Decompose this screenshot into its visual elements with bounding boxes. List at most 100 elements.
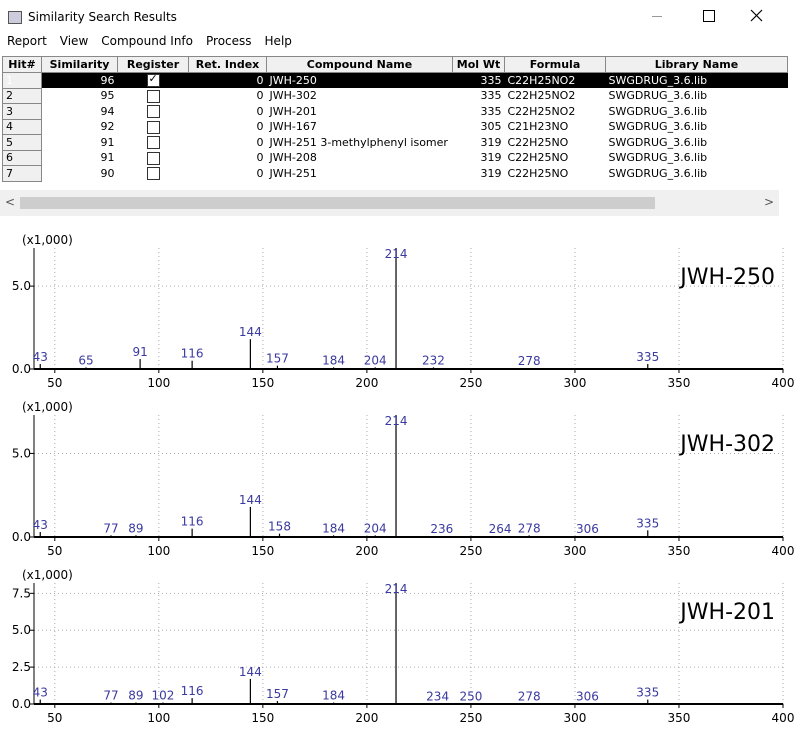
table-cell: 0: [256, 120, 264, 134]
table-cell: 0: [256, 104, 264, 118]
window-title: Similarity Search Results: [28, 10, 177, 24]
table-cell: 335: [452, 72, 505, 88]
x-tick-label: 150: [251, 376, 274, 390]
scroll-right-arrow[interactable]: >: [764, 195, 775, 209]
maximize-button[interactable]: [703, 10, 715, 22]
column-header[interactable]: Compound Name: [266, 56, 453, 73]
peak-label: 278: [518, 354, 541, 368]
menu-item[interactable]: Help: [264, 34, 292, 48]
column-header[interactable]: Mol Wt: [452, 56, 505, 73]
result-row[interactable]: 1 96 ✓ 0 JWH-250 335 C22H25NO2 SWGDRUG_3.6.lib: [2, 72, 788, 89]
x-tick-label: 200: [355, 544, 378, 558]
table-cell: SWGDRUG_3.6.lib: [608, 166, 708, 180]
x-tick-label: 150: [251, 711, 274, 725]
table-cell: 335: [480, 89, 502, 103]
x-tick-label: 50: [47, 544, 62, 558]
register-cell: [118, 88, 189, 104]
register-checkbox[interactable]: ✓: [146, 72, 160, 88]
table-cell: 0: [188, 72, 267, 88]
result-row[interactable]: 2 95 0 JWH-302 335 C22H25NO2 SWGDRUG_3.6.lib: [2, 87, 788, 104]
x-tick-label: 250: [459, 711, 482, 725]
menu-item[interactable]: Compound Info: [101, 34, 193, 48]
column-header[interactable]: Ret. Index: [188, 56, 267, 73]
column-header[interactable]: Similarity: [41, 56, 118, 73]
y-tick-label: 0.0: [12, 530, 31, 544]
peak-label: 278: [518, 521, 541, 535]
peak-label: 144: [239, 665, 262, 679]
x-tick-label: 300: [563, 711, 586, 725]
register-checkbox[interactable]: [146, 136, 160, 149]
table-cell: SWGDRUG_3.6.lib: [608, 120, 708, 134]
table-cell: SWGDRUG_3.6.lib: [605, 72, 788, 88]
menu-bar: Report View Compound Info Process Help: [0, 34, 795, 54]
result-row[interactable]: 3 94 0 JWH-201 335 C22H25NO2 SWGDRUG_3.6.lib: [2, 103, 788, 120]
table-cell: 95: [100, 89, 115, 103]
table-cell: JWH-250: [266, 72, 453, 88]
y-tick-label: 5.0: [12, 623, 31, 637]
menu-item[interactable]: Report: [7, 34, 47, 48]
peak-label: 335: [636, 686, 659, 700]
table-cell: 92: [100, 120, 115, 134]
register-checkbox[interactable]: [146, 167, 160, 180]
result-row[interactable]: 6 91 0 JWH-208 319 C22H25NO SWGDRUG_3.6.lib: [2, 149, 788, 166]
table-cell: 5: [2, 134, 42, 151]
checkmark: ✓: [148, 72, 158, 86]
menu-item[interactable]: Process: [206, 34, 252, 48]
table-cell: C22H25NO: [507, 166, 569, 180]
table-cell: SWGDRUG_3.6.lib: [608, 104, 708, 118]
peak-label: 306: [576, 689, 599, 703]
peak-label: 214: [385, 582, 408, 596]
peak-label: 250: [459, 689, 482, 703]
peak-label: 184: [322, 521, 345, 535]
result-row[interactable]: 5 91 0 JWH-251 3-methylphenyl isomer 319 C22H…: [2, 134, 788, 151]
table-cell: 91: [100, 135, 115, 149]
minimize-button[interactable]: [652, 16, 662, 17]
column-header[interactable]: Register: [117, 56, 189, 73]
column-header[interactable]: Library Name: [605, 56, 788, 73]
peak-label: 306: [576, 522, 599, 536]
peak-label: 77: [103, 521, 118, 535]
table-cell: SWGDRUG_3.6.lib: [608, 151, 708, 165]
register-cell: [118, 135, 189, 151]
x-tick-label: 300: [563, 376, 586, 390]
table-cell: SWGDRUG_3.6.lib: [608, 135, 708, 149]
x-tick-label: 350: [668, 711, 691, 725]
app-icon: [8, 11, 22, 24]
register-checkbox[interactable]: [146, 89, 160, 103]
close-button[interactable]: [750, 9, 763, 22]
register-cell: [118, 150, 189, 166]
column-header[interactable]: Formula: [504, 56, 606, 73]
table-cell: 319: [480, 166, 502, 180]
menu-item[interactable]: View: [59, 34, 89, 48]
x-tick-label: 250: [459, 544, 482, 558]
register-cell: [118, 104, 189, 120]
register-checkbox[interactable]: [146, 151, 160, 165]
x-tick-label: 350: [668, 376, 691, 390]
peak-label: 204: [364, 521, 387, 535]
table-cell: 0: [256, 89, 264, 103]
x-tick-label: 350: [668, 544, 691, 558]
peak-label: 214: [385, 414, 408, 428]
scroll-thumb[interactable]: [20, 197, 655, 209]
table-cell: JWH-208: [269, 151, 317, 165]
peak-label: 214: [385, 247, 408, 261]
peak-label: 116: [181, 684, 204, 698]
compound-name: JWH-250: [678, 265, 775, 290]
result-row[interactable]: 7 90 0 JWH-251 319 C22H25NO SWGDRUG_3.6.lib: [2, 165, 788, 182]
peak-label: 89: [128, 689, 143, 703]
y-tick-label: 7.5: [12, 586, 31, 600]
peak-label: 335: [636, 516, 659, 530]
scroll-left-arrow[interactable]: <: [5, 195, 16, 209]
table-cell: 91: [100, 151, 115, 165]
peak-label: 77: [103, 689, 118, 703]
register-checkbox[interactable]: [146, 105, 160, 118]
title-bar: Similarity Search Results: [0, 0, 795, 34]
x-tick-label: 400: [772, 376, 795, 390]
column-header[interactable]: Hit#: [2, 56, 42, 73]
table-cell: C22H25NO: [507, 151, 569, 165]
table-cell: C22H25NO2: [504, 72, 606, 88]
horizontal-scrollbar[interactable]: < >: [0, 190, 779, 216]
register-checkbox[interactable]: [146, 120, 160, 134]
x-tick-label: 100: [147, 376, 170, 390]
x-tick-label: 50: [47, 376, 62, 390]
